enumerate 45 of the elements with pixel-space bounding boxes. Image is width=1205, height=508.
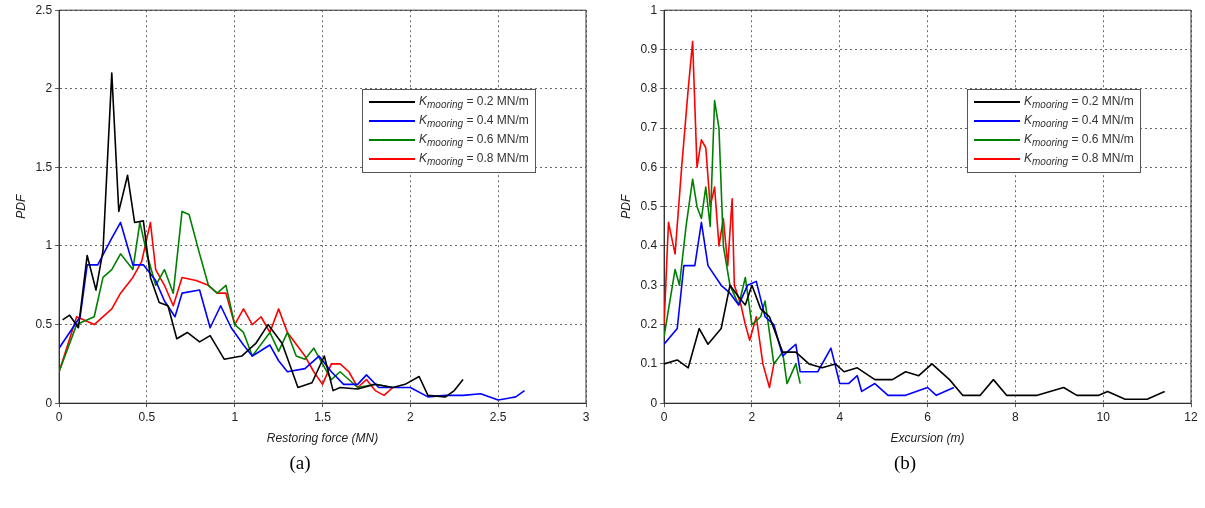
legend-label: K$_{mooring}$ = 0.8 MN/m (419, 151, 529, 168)
y-axis-title: PDF (13, 194, 28, 219)
legend-label: K$_{mooring}$ = 0.2 MN/m (1024, 94, 1134, 111)
y-tick-label: 2.5 (35, 2, 53, 17)
x-tick-label: 8 (1012, 409, 1020, 424)
y-tick-label: 1 (650, 2, 658, 17)
y-tick-label: 0.7 (640, 120, 658, 135)
y-tick-label: 2 (45, 81, 53, 96)
y-tick-label: 0.5 (35, 316, 53, 331)
x-tick-label: 12 (1184, 409, 1198, 424)
y-tick-label: 0.6 (640, 159, 658, 174)
y-tick-label: 0.2 (640, 316, 658, 331)
x-tick-label: 6 (924, 409, 932, 424)
legend-label: K$_{mooring}$ = 0.8 MN/m (1024, 151, 1134, 168)
x-tick-label: 0 (660, 409, 668, 424)
y-axis-title: PDF (618, 194, 633, 219)
y-tick-label: 0.4 (640, 238, 658, 253)
y-tick-label: 0 (45, 395, 53, 410)
legend-label: K$_{mooring}$ = 0.6 MN/m (1024, 132, 1134, 149)
x-tick-label: 2.5 (489, 409, 507, 424)
y-tick-label: 0.8 (640, 81, 658, 96)
x-tick-label: 2 (407, 409, 415, 424)
legend-label: K$_{mooring}$ = 0.6 MN/m (419, 132, 529, 149)
x-tick-label: 1.5 (314, 409, 332, 424)
x-tick-label: 1 (231, 409, 239, 424)
x-axis-title: Excursion (m) (890, 431, 965, 446)
text: (a) (288, 452, 312, 474)
x-tick-label: 3 (582, 409, 590, 424)
y-tick-label: 0.5 (640, 199, 658, 214)
text: (b) (892, 452, 918, 474)
y-tick-label: 0 (650, 395, 658, 410)
y-tick-label: 1.5 (35, 159, 53, 174)
legend-label: K$_{mooring}$ = 0.4 MN/m (1024, 113, 1134, 130)
x-tick-label: 0 (55, 409, 63, 424)
x-tick-label: 4 (836, 409, 844, 424)
x-tick-label: 0.5 (138, 409, 156, 424)
legend-label: K$_{mooring}$ = 0.4 MN/m (419, 113, 529, 130)
y-tick-label: 0.3 (640, 277, 658, 292)
y-tick-label: 1 (45, 238, 53, 253)
y-tick-label: 0.1 (640, 356, 658, 371)
x-axis-title: Restoring force (MN) (266, 431, 379, 446)
y-tick-label: 0.9 (640, 41, 658, 56)
legend-label: K$_{mooring}$ = 0.2 MN/m (419, 94, 529, 111)
x-tick-label: 2 (748, 409, 756, 424)
x-tick-label: 10 (1096, 409, 1111, 424)
